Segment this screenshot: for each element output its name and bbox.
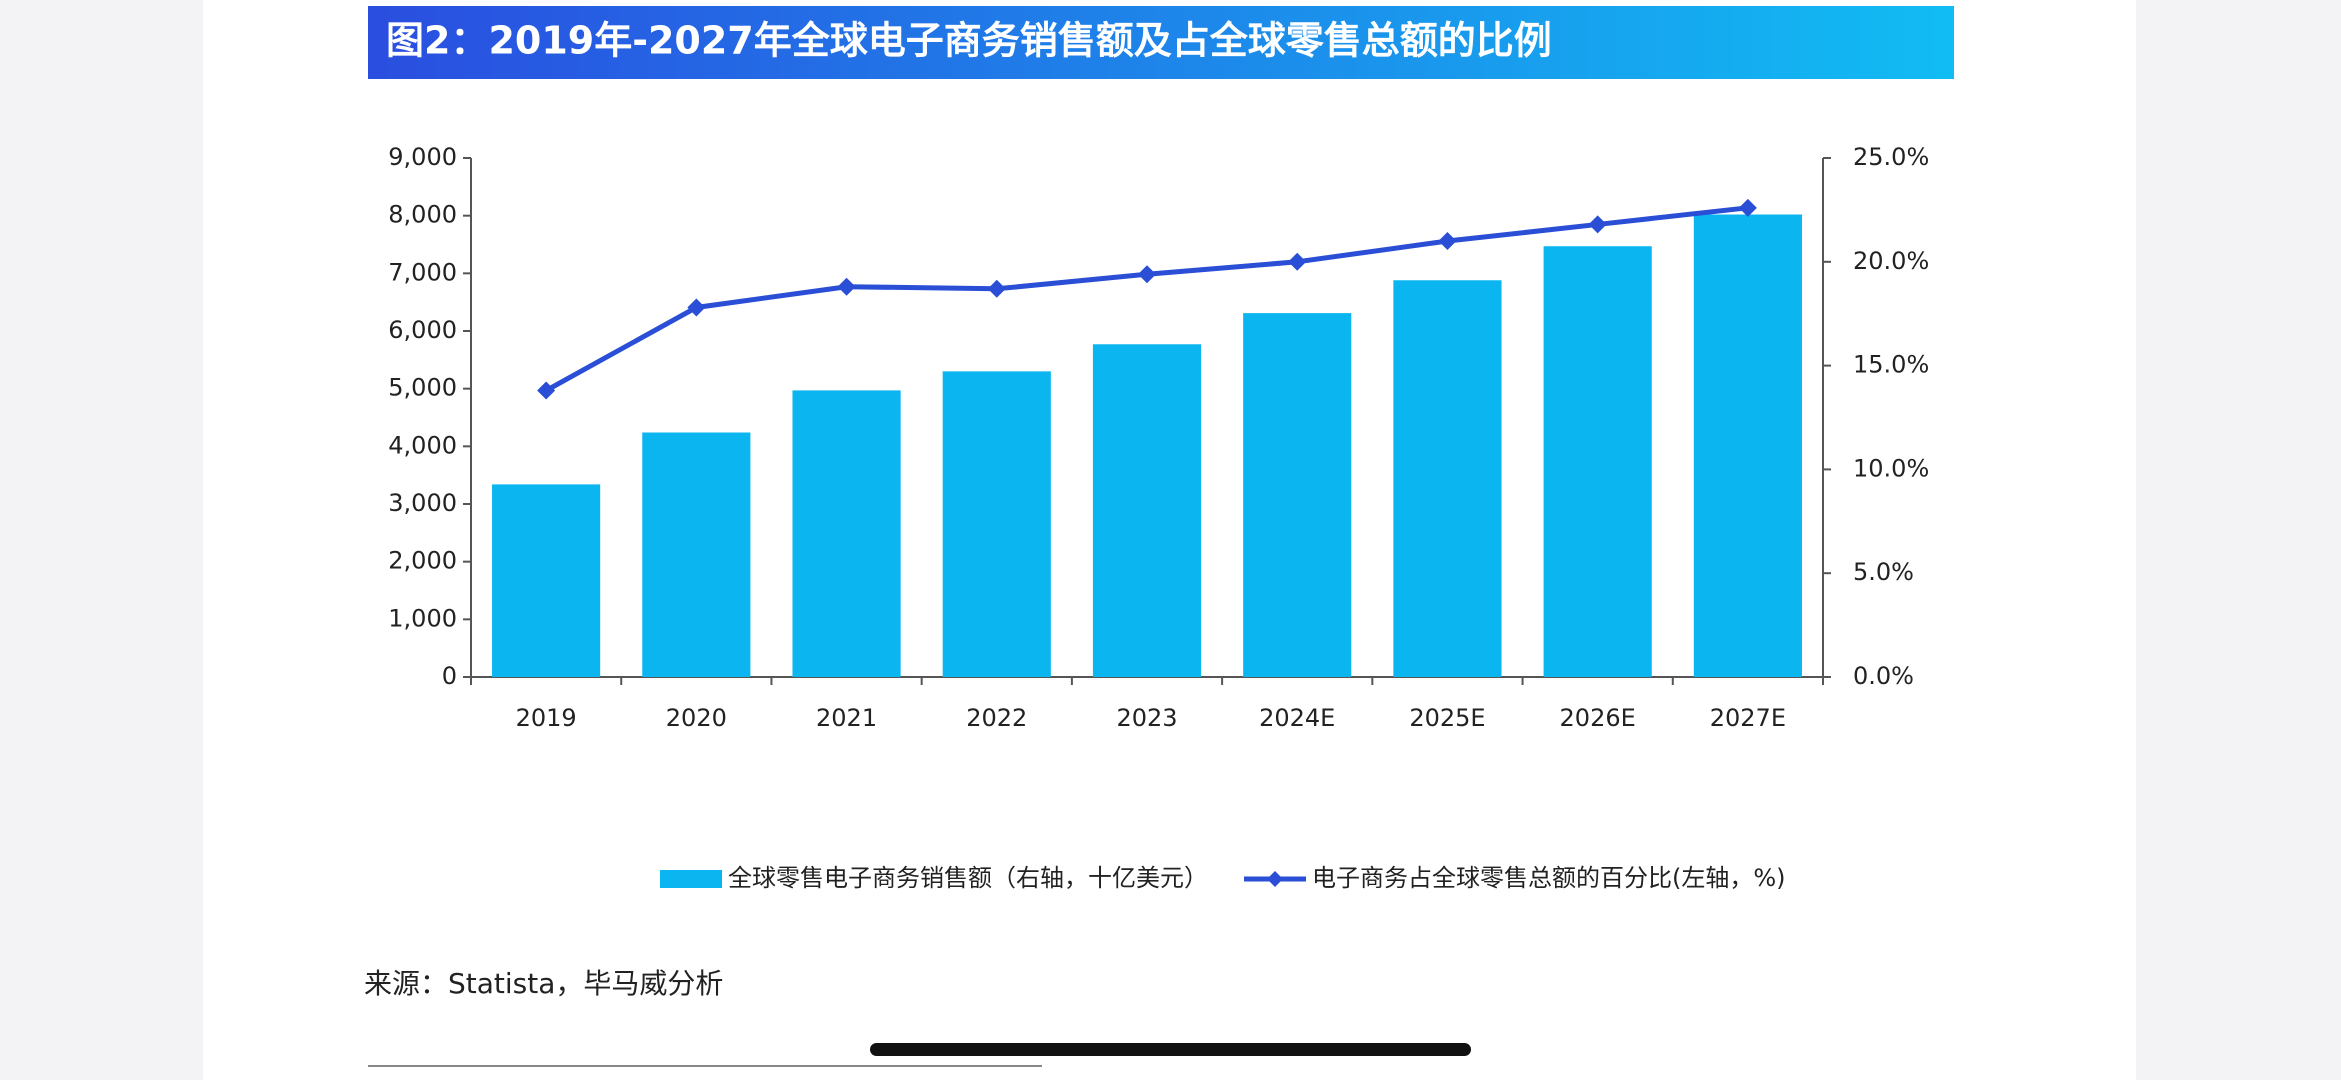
legend-swatch	[660, 870, 722, 888]
y2-tick-label: 25.0%	[1853, 143, 1929, 171]
legend-label: 全球零售电子商务销售额（右轴，十亿美元）	[728, 864, 1208, 892]
legend-label: 电子商务占全球零售总额的百分比(左轴，%)	[1312, 864, 1786, 892]
x-tick-label: 2021	[816, 704, 877, 732]
marker	[537, 381, 556, 400]
y-tick-label: 5,000	[388, 374, 457, 402]
y-tick-label: 1,000	[388, 604, 457, 632]
y-tick-label: 4,000	[388, 431, 457, 459]
marker	[1138, 265, 1156, 284]
bar	[792, 390, 901, 677]
y-tick-label: 9,000	[388, 143, 457, 171]
marker	[1588, 215, 1607, 234]
x-tick-label: 2019	[516, 704, 577, 732]
y2-tick-label: 0.0%	[1853, 662, 1914, 690]
y-tick-label: 8,000	[388, 201, 457, 229]
x-tick-label: 2025E	[1409, 704, 1485, 732]
bar	[1243, 313, 1352, 677]
source-note: 来源：Statista，毕马威分析	[364, 967, 723, 1000]
y-tick-label: 7,000	[388, 258, 457, 286]
bar	[1092, 344, 1202, 677]
x-tick-label: 2026E	[1560, 704, 1636, 732]
bar	[1693, 214, 1802, 677]
y-tick-label: 2,000	[388, 547, 457, 575]
y2-tick-label: 20.0%	[1853, 247, 1929, 275]
y2-tick-label: 10.0%	[1853, 454, 1929, 482]
title-banner	[368, 6, 1954, 79]
bar	[1543, 246, 1652, 678]
bar	[942, 371, 1051, 677]
marker	[987, 279, 1006, 298]
x-tick-label: 2020	[666, 704, 727, 732]
bar	[492, 484, 601, 677]
marker	[1438, 232, 1457, 251]
home-indicator	[870, 1043, 1471, 1056]
x-tick-label: 2027E	[1710, 704, 1786, 732]
y2-tick-label: 15.0%	[1853, 351, 1929, 379]
legend-marker	[1267, 871, 1283, 887]
y-tick-label: 0	[442, 662, 457, 690]
y-tick-label: 3,000	[388, 489, 457, 517]
bar	[1393, 280, 1502, 677]
y2-tick-label: 5.0%	[1853, 558, 1914, 586]
y-tick-label: 6,000	[388, 316, 457, 344]
x-tick-label: 2023	[1116, 704, 1177, 732]
marker	[1738, 198, 1757, 217]
chart-title: 图2：2019年-2027年全球电子商务销售额及占全球零售总额的比例	[386, 19, 1552, 63]
bar	[642, 432, 751, 677]
x-tick-label: 2024E	[1259, 704, 1335, 732]
marker	[687, 298, 706, 317]
marker	[1288, 252, 1307, 271]
x-tick-label: 2022	[966, 704, 1027, 732]
marker	[837, 277, 856, 296]
